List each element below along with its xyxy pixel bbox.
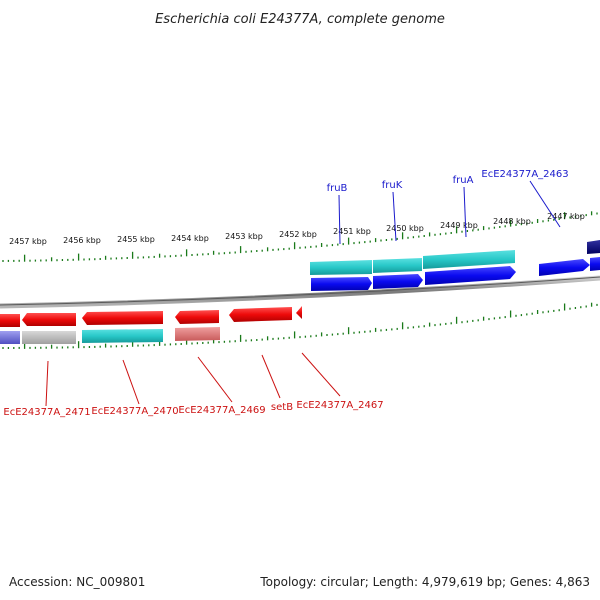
cog-feature-frub[interactable]: [310, 260, 372, 275]
gene-label-ece24377a-2471[interactable]: EcE24377A_2471: [3, 407, 90, 418]
leader-line: [338, 194, 341, 245]
genome-backbone: [0, 275, 600, 309]
cds-forward-fruk[interactable]: [373, 274, 423, 289]
gene-label-frua[interactable]: fruA: [453, 175, 474, 186]
leader-line: [45, 360, 49, 407]
topology-text: Topology: circular; Length: 4,979,619 bp…: [259, 575, 590, 589]
cog-feature-frua[interactable]: [423, 250, 515, 269]
kbp-label: 2456 kbp: [63, 236, 101, 245]
kbp-label: 2451 kbp: [333, 227, 371, 236]
cds-reverse-setb[interactable]: [229, 307, 292, 322]
cds-forward-frua[interactable]: [425, 266, 516, 285]
cds-reverse-ece24377a-2471[interactable]: [0, 314, 20, 327]
cds-reverse-ece24377a-2467[interactable]: [296, 306, 302, 319]
map-title: Escherichia coli E24377A, complete genom…: [155, 12, 445, 27]
gene-label-ece24377a-2470[interactable]: EcE24377A_2470: [91, 406, 178, 417]
kbp-label: 2449 kbp: [440, 221, 478, 230]
cds-reverse-ece24377a-2471b[interactable]: [22, 313, 76, 326]
upper-tick-scale: [2, 211, 598, 262]
kbp-label: 2455 kbp: [117, 235, 155, 244]
cog-feature-grey[interactable]: [22, 331, 76, 344]
gene-label-frub[interactable]: fruB: [327, 183, 348, 194]
cog-feature-pink[interactable]: [175, 327, 220, 341]
cog-feature-fruk[interactable]: [373, 258, 422, 273]
kbp-label: 2450 kbp: [386, 224, 424, 233]
gene-label-setb[interactable]: setB: [271, 402, 293, 413]
cds-forward-partial[interactable]: [590, 257, 600, 271]
cds-reverse-ece24377a-2470[interactable]: [82, 311, 163, 325]
leader-line: [261, 354, 281, 399]
cog-feature-purple[interactable]: [0, 331, 20, 344]
kbp-label: 2454 kbp: [171, 234, 209, 243]
gene-label-fruk[interactable]: fruK: [382, 180, 403, 191]
kbp-label: 2452 kbp: [279, 230, 317, 239]
leader-line: [301, 352, 341, 397]
gene-label-ece24377a-2463[interactable]: EcE24377A_2463: [481, 169, 568, 180]
lower-tick-scale: [2, 302, 598, 349]
leader-line: [197, 356, 233, 403]
leader-line: [122, 359, 140, 405]
cds-forward-ece24377a-2463[interactable]: [539, 259, 590, 276]
leader-line: [392, 191, 397, 242]
cog-feature-partial[interactable]: [587, 240, 600, 254]
leader-line: [529, 180, 561, 228]
kbp-label: 2448 kbp: [493, 217, 531, 226]
kbp-label: 2457 kbp: [9, 237, 47, 246]
cds-reverse-ece24377a-2469[interactable]: [175, 310, 219, 324]
accession-text: Accession: NC_009801: [9, 575, 145, 589]
gene-label-ece24377a-2469[interactable]: EcE24377A_2469: [178, 405, 265, 416]
genome-backbone-line: [0, 276, 600, 306]
leader-line: [463, 186, 467, 238]
kbp-label: 2447 kbp: [547, 212, 585, 221]
kbp-label: 2453 kbp: [225, 232, 263, 241]
cds-forward-frub[interactable]: [311, 277, 372, 291]
gene-label-ece24377a-2467[interactable]: EcE24377A_2467: [296, 400, 383, 411]
cog-feature-teal[interactable]: [82, 329, 163, 343]
